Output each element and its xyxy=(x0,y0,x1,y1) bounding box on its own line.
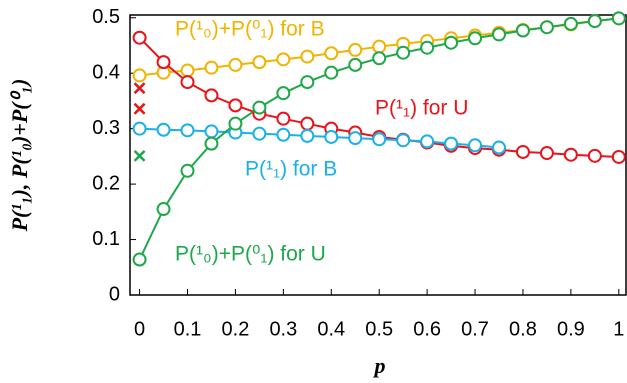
data-point xyxy=(348,131,363,146)
data-point xyxy=(180,63,195,78)
data-point xyxy=(228,116,243,131)
x-tick-label: 0.9 xyxy=(557,318,585,340)
y-tick-label: 0.3 xyxy=(92,117,120,139)
data-point xyxy=(492,27,507,42)
data-point xyxy=(276,127,291,142)
y-tick-label: 0 xyxy=(109,283,120,305)
data-point xyxy=(228,98,243,113)
data-point xyxy=(396,133,411,148)
data-point xyxy=(324,129,339,144)
y-tick-label: 0.4 xyxy=(92,61,120,83)
data-point xyxy=(300,128,315,143)
x-tick-label: 0.6 xyxy=(413,318,441,340)
data-point xyxy=(276,86,291,101)
data-point xyxy=(587,14,602,29)
x-tick-label: 0.1 xyxy=(174,318,202,340)
x-tick-label: 0.4 xyxy=(317,318,345,340)
x-tick-label: 1 xyxy=(613,318,624,340)
data-point xyxy=(180,75,195,90)
series-label: P(¹₁) for U xyxy=(375,97,468,120)
series-label: P(¹₀)+P(⁰₁) for U xyxy=(175,243,326,266)
data-point xyxy=(204,136,219,151)
data-point xyxy=(228,57,243,72)
data-point xyxy=(587,148,602,163)
x-tick-label: 0 xyxy=(134,318,145,340)
x-tick-label: 0.8 xyxy=(509,318,537,340)
data-point xyxy=(611,11,626,26)
data-point xyxy=(420,40,435,55)
data-point xyxy=(563,16,578,31)
data-point xyxy=(468,138,483,153)
series-label: P(¹₀)+P(⁰₁) for B xyxy=(175,18,325,41)
data-point xyxy=(204,124,219,139)
data-point xyxy=(156,122,171,137)
data-point xyxy=(444,136,459,151)
data-point xyxy=(468,31,483,46)
data-point xyxy=(348,42,363,57)
y-axis-label: P(¹₁), P(¹₀)+P(⁰₁) xyxy=(7,79,32,233)
data-point xyxy=(204,60,219,75)
data-point xyxy=(156,55,171,70)
data-point xyxy=(252,55,267,70)
data-point xyxy=(492,140,507,155)
data-point xyxy=(132,252,147,267)
data-point xyxy=(372,39,387,54)
data-point xyxy=(539,146,554,161)
x-tick-label: 0.3 xyxy=(269,318,297,340)
y-tick-label: 0.1 xyxy=(92,228,120,250)
cross-marker xyxy=(133,82,146,95)
data-point xyxy=(180,163,195,178)
data-point xyxy=(396,45,411,60)
series-line xyxy=(139,127,500,149)
data-point xyxy=(276,111,291,126)
data-point xyxy=(252,126,267,141)
data-point xyxy=(276,52,291,67)
data-point xyxy=(300,75,315,90)
y-tick-label: 0.5 xyxy=(92,6,120,28)
series-label: P(¹₁) for B xyxy=(245,158,337,181)
data-point xyxy=(180,123,195,138)
cross-marker xyxy=(133,102,146,115)
x-tick-label: 0.5 xyxy=(365,318,393,340)
data-point xyxy=(132,121,147,136)
data-point xyxy=(420,134,435,149)
data-point xyxy=(563,147,578,162)
data-point xyxy=(204,88,219,103)
data-point xyxy=(348,57,363,72)
x-axis-label: p xyxy=(373,353,386,378)
data-point xyxy=(300,116,315,131)
data-point xyxy=(132,68,147,83)
plot-frame xyxy=(129,14,627,296)
x-tick-label: 0.2 xyxy=(222,318,250,340)
data-point xyxy=(539,20,554,35)
data-point xyxy=(324,46,339,61)
data-point xyxy=(515,144,530,159)
data-point xyxy=(252,100,267,115)
data-point xyxy=(300,49,315,64)
data-point xyxy=(324,65,339,80)
data-point xyxy=(372,132,387,147)
x-tick-label: 0.7 xyxy=(461,318,489,340)
data-point xyxy=(372,51,387,66)
data-point xyxy=(444,35,459,50)
data-point xyxy=(611,149,626,164)
cross-marker xyxy=(133,149,146,162)
data-point xyxy=(132,30,147,45)
data-point xyxy=(515,23,530,38)
y-tick-label: 0.2 xyxy=(92,172,120,194)
data-point xyxy=(156,202,171,217)
